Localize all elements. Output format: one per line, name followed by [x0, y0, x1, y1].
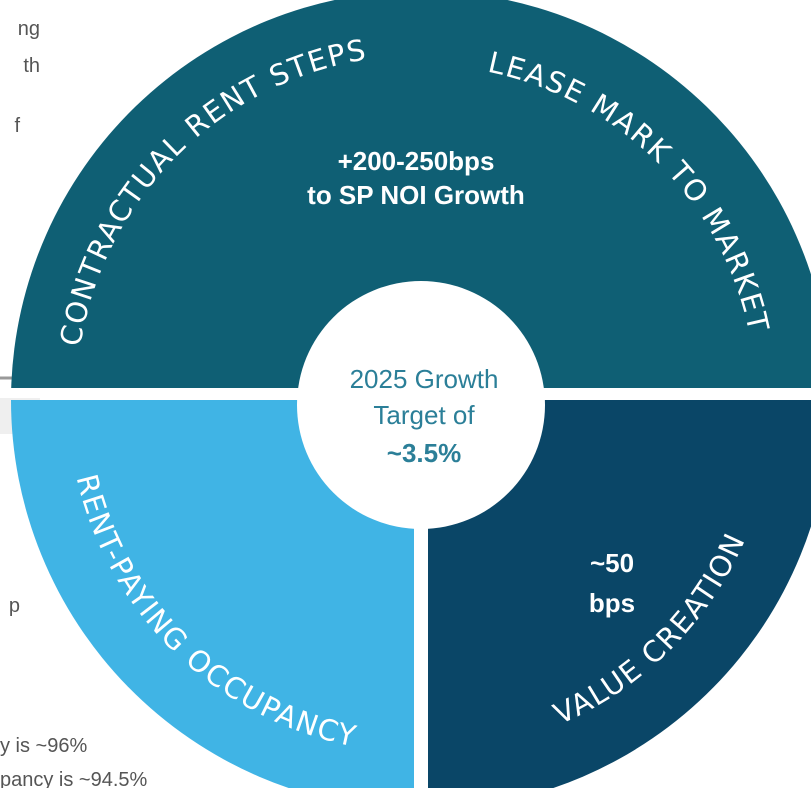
side-text: y is ~96% — [0, 735, 87, 757]
side-text: ng — [18, 18, 40, 40]
top-callout: to SP NOI Growth — [307, 180, 525, 210]
side-text: f — [14, 115, 20, 137]
center-circle — [297, 281, 545, 529]
side-text: th — [23, 55, 40, 77]
center-text: ~3.5% — [387, 438, 461, 468]
segment-bottom-left — [11, 400, 414, 788]
center-text: Target of — [373, 400, 475, 430]
right-callout: ~50 — [590, 548, 634, 578]
side-text: p — [9, 595, 20, 617]
segment-bottom-right — [428, 400, 811, 788]
center-text: 2025 Growth — [350, 364, 499, 394]
side-text: pancy is ~94.5% — [0, 769, 148, 788]
segment-top — [11, 0, 811, 388]
top-callout: +200-250bps — [338, 146, 495, 176]
right-callout: bps — [589, 588, 635, 618]
